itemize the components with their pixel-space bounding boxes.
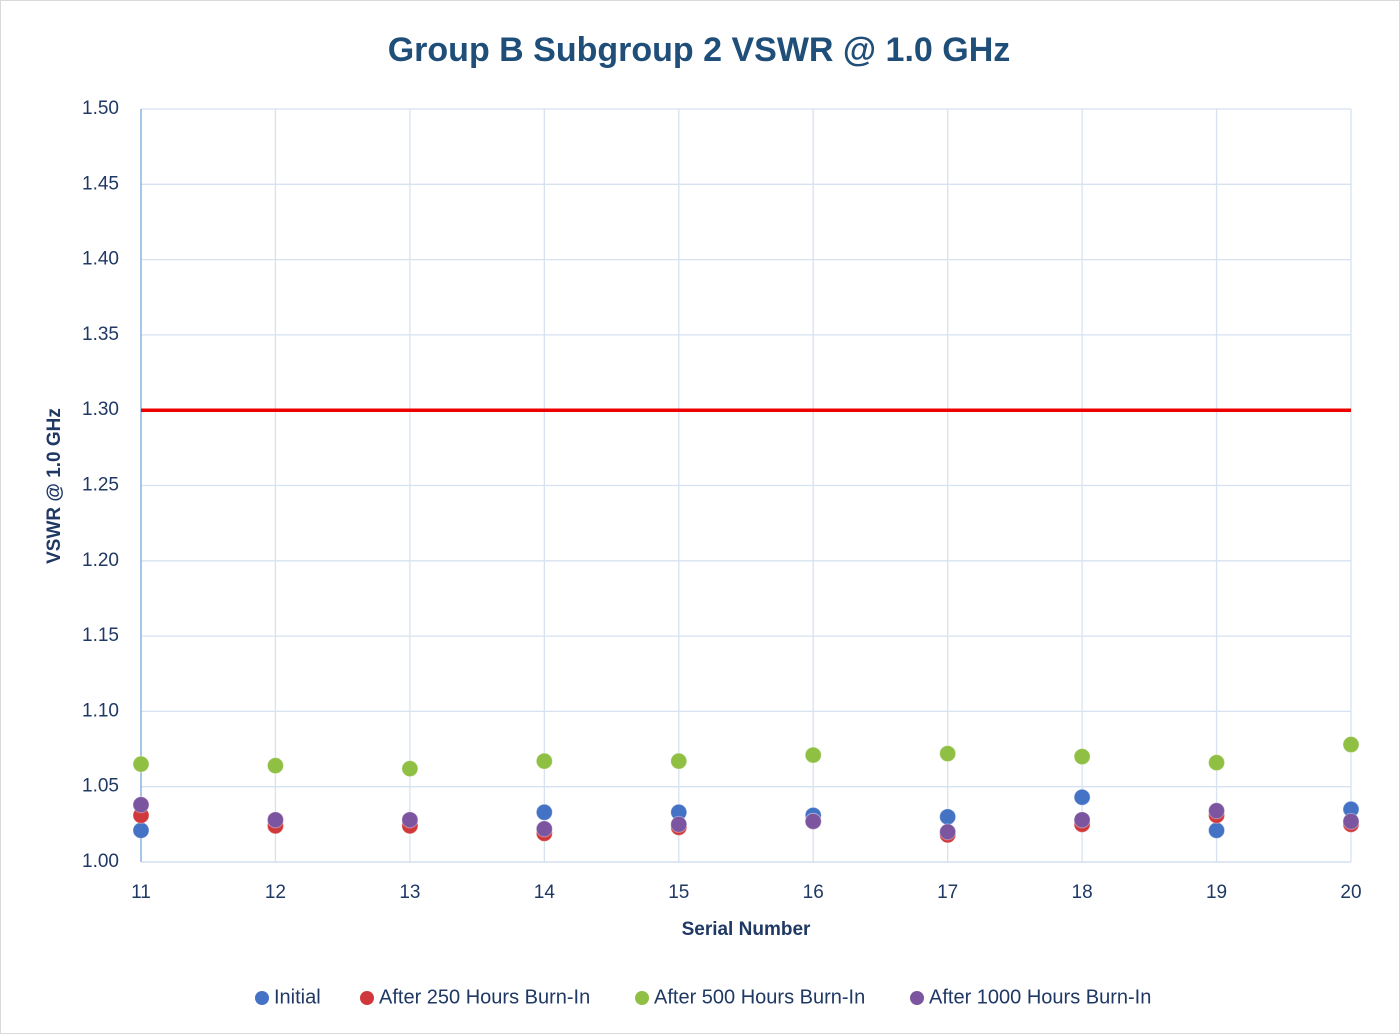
data-point — [132, 821, 150, 839]
legend-marker — [255, 991, 269, 1005]
chart-title: Group B Subgroup 2 VSWR @ 1.0 GHz — [388, 31, 1011, 69]
data-point — [670, 752, 688, 770]
data-point — [1073, 811, 1091, 829]
y-tick-label: 1.20 — [82, 550, 119, 571]
legend-label: Initial — [274, 986, 321, 1008]
data-point — [939, 745, 957, 763]
y-tick-label: 1.15 — [82, 625, 119, 646]
data-point — [1073, 748, 1091, 766]
data-point — [1208, 821, 1226, 839]
y-tick-label: 1.05 — [82, 776, 119, 797]
x-axis-title: Serial Number — [682, 919, 811, 940]
data-point — [1342, 812, 1360, 830]
x-tick-label: 15 — [668, 882, 689, 903]
data-point — [266, 757, 284, 775]
data-point — [1208, 754, 1226, 772]
data-point — [804, 746, 822, 764]
legend-label: After 250 Hours Burn-In — [379, 986, 590, 1008]
data-point — [535, 820, 553, 838]
data-point — [1073, 788, 1091, 806]
data-point — [939, 808, 957, 826]
data-point — [804, 812, 822, 830]
y-axis-title: VSWR @ 1.0 GHz — [44, 408, 65, 564]
data-point — [266, 811, 284, 829]
y-tick-label: 1.30 — [82, 399, 119, 420]
legend-marker — [360, 991, 374, 1005]
data-point — [1342, 736, 1360, 754]
x-tick-label: 13 — [399, 882, 420, 903]
data-point — [535, 752, 553, 770]
y-tick-label: 1.00 — [82, 851, 119, 872]
data-point — [401, 760, 419, 778]
x-tick-label: 18 — [1072, 882, 1093, 903]
data-point — [401, 811, 419, 829]
data-point — [132, 796, 150, 814]
x-tick-label: 12 — [265, 882, 286, 903]
data-point — [939, 823, 957, 841]
y-tick-label: 1.45 — [82, 173, 119, 194]
data-point — [535, 803, 553, 821]
x-tick-label: 11 — [131, 882, 151, 903]
x-tick-label: 16 — [803, 882, 824, 903]
x-tick-label: 20 — [1340, 882, 1361, 903]
x-tick-label: 19 — [1206, 882, 1227, 903]
legend-label: After 500 Hours Burn-In — [654, 986, 865, 1008]
y-tick-label: 1.35 — [82, 324, 119, 345]
data-point — [670, 815, 688, 833]
legend-marker — [910, 991, 924, 1005]
y-tick-label: 1.50 — [82, 98, 119, 119]
data-point — [132, 755, 150, 773]
x-tick-label: 17 — [937, 882, 958, 903]
data-point — [1208, 802, 1226, 820]
y-tick-label: 1.40 — [82, 249, 119, 270]
legend-label: After 1000 Hours Burn-In — [929, 986, 1151, 1008]
y-tick-label: 1.10 — [82, 700, 119, 721]
y-tick-label: 1.25 — [82, 475, 119, 496]
legend-marker — [635, 991, 649, 1005]
x-tick-label: 14 — [534, 882, 556, 903]
